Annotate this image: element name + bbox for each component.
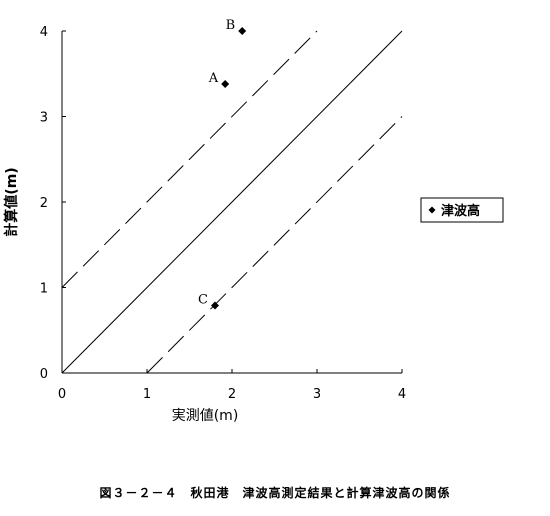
y-tick-label: 2 <box>40 196 48 211</box>
point <box>238 27 247 35</box>
legend-box <box>420 197 504 223</box>
point <box>211 301 219 310</box>
reference-line <box>61 30 318 288</box>
y-tick-label: 3 <box>40 111 48 126</box>
caption: 図３－２－４ 秋田港 津波高測定結果と計算津波高の関係 <box>99 485 450 500</box>
y-tick-label: 1 <box>40 282 48 297</box>
y-tick-label: 0 <box>40 367 48 382</box>
legend-label: 津波高 <box>441 203 480 219</box>
x-tick-label: 0 <box>58 387 66 402</box>
reference-line <box>61 30 403 374</box>
point-label: A <box>208 71 219 86</box>
reference-line <box>146 116 403 374</box>
x-tick-label: 1 <box>143 387 151 402</box>
point-label: C <box>198 292 208 307</box>
y-tick-label: 4 <box>40 25 48 40</box>
x-tick-label: 4 <box>398 387 406 402</box>
point <box>221 80 230 89</box>
x-tick-label: 3 <box>313 387 321 402</box>
legend-marker <box>428 206 436 214</box>
point-label: B <box>226 18 236 33</box>
y-axis-label: 計算値(m) <box>3 167 20 236</box>
x-axis-label: 実測値(m) <box>172 408 239 424</box>
x-tick-label: 2 <box>228 387 236 402</box>
